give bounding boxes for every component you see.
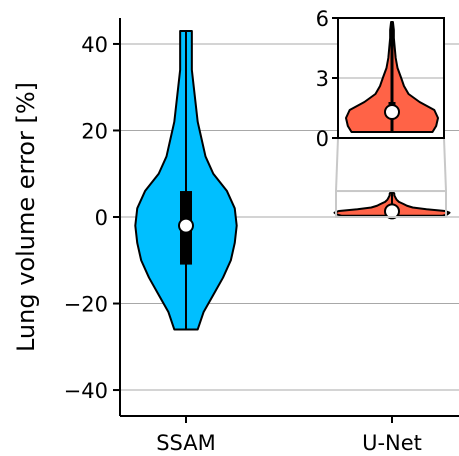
x-tick-label: SSAM <box>156 431 216 455</box>
inset-y-tick-label: 3 <box>316 67 329 91</box>
inset-y-tick-label: 6 <box>316 7 329 31</box>
violin-median-dot <box>384 104 400 120</box>
zoom-line <box>335 137 339 192</box>
y-axis-label: Lung volume error [%] <box>12 82 40 352</box>
inset-chart: 0 3 6 <box>316 7 445 151</box>
zoom-region <box>335 190 447 218</box>
violin-median-dot <box>384 203 400 220</box>
violin-median-dot <box>178 217 194 234</box>
inset-y-tick-label: 0 <box>316 127 329 151</box>
y-tick-label: −20 <box>64 293 108 317</box>
zoom-line <box>443 137 447 192</box>
y-tick-label: 20 <box>81 119 108 143</box>
inset-violin-unet <box>345 21 439 133</box>
main-x-ticks: SSAM U-Net <box>156 416 422 455</box>
x-tick-label: U-Net <box>362 431 422 455</box>
violin-ssam <box>134 29 238 331</box>
main-violins <box>134 29 451 331</box>
y-tick-label: 0 <box>95 206 108 230</box>
y-tick-label: 40 <box>81 33 108 57</box>
y-tick-label: −40 <box>64 379 108 403</box>
main-y-ticks: −40 −20 0 20 40 <box>64 33 120 403</box>
zoom-connector <box>335 137 447 218</box>
violin-unet <box>333 190 451 220</box>
